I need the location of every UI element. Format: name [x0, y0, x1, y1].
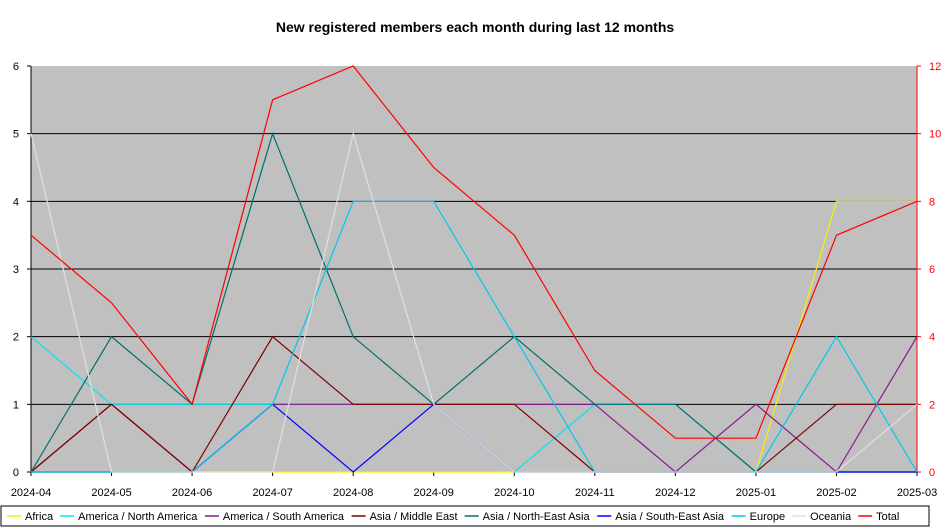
legend-label-africa: Africa — [25, 511, 54, 523]
y-right-tick-label: 6 — [929, 264, 935, 276]
x-tick-label: 2024-08 — [333, 487, 373, 499]
legend-label-america-south-america: America / South America — [223, 511, 345, 523]
y-left-tick-label: 2 — [13, 332, 19, 344]
legend-label-total: Total — [876, 511, 899, 523]
legend-label-asia-north-east-asia: Asia / North-East Asia — [483, 511, 591, 523]
legend-label-asia-middle-east: Asia / Middle East — [370, 511, 458, 523]
legend-label-america-north-america: America / North America — [78, 511, 198, 523]
x-tick-label: 2025-02 — [816, 487, 856, 499]
series-line-asia-middle-east — [30, 335, 917, 473]
y-right-tick-label: 0 — [929, 467, 935, 479]
y-left-tick-label: 0 — [13, 467, 19, 479]
chart-title: New registered members each month during… — [276, 19, 675, 35]
y-left-tick-label: 6 — [13, 61, 19, 73]
y-left-tick-label: 4 — [13, 196, 19, 208]
series-line-oceania — [30, 131, 918, 473]
series-line-total — [30, 65, 918, 439]
x-tick-label: 2024-06 — [172, 487, 212, 499]
y-right-tick-label: 8 — [929, 196, 935, 208]
legend-label-oceania: Oceania — [810, 511, 852, 523]
x-tick-label: 2024-07 — [252, 487, 292, 499]
y-right-tick-label: 4 — [929, 332, 935, 344]
x-tick-label: 2025-03 — [897, 487, 937, 499]
x-tick-label: 2024-12 — [655, 487, 695, 499]
y-left-tick-label: 3 — [13, 264, 19, 276]
legend: Africa America / North America America / S… — [0, 505, 930, 527]
y-right-tick-label: 2 — [929, 399, 935, 411]
x-tick-label: 2025-01 — [736, 487, 776, 499]
y-right-tick-label: 10 — [929, 129, 941, 141]
legend-label-europe: Europe — [750, 511, 785, 523]
x-tick-label: 2024-09 — [414, 487, 454, 499]
y-right-tick-label: 12 — [929, 61, 941, 73]
x-tick-label: 2024-10 — [494, 487, 534, 499]
series-group — [30, 65, 918, 473]
y-left-tick-label: 1 — [13, 399, 19, 411]
x-tick-label: 2024-11 — [575, 487, 615, 499]
legend-label-asia-south-east-asia: Asia / South-East Asia — [615, 511, 725, 523]
y-left-tick-label: 5 — [13, 129, 19, 141]
x-tick-label: 2024-05 — [91, 487, 131, 499]
x-tick-label: 2024-04 — [11, 487, 51, 499]
